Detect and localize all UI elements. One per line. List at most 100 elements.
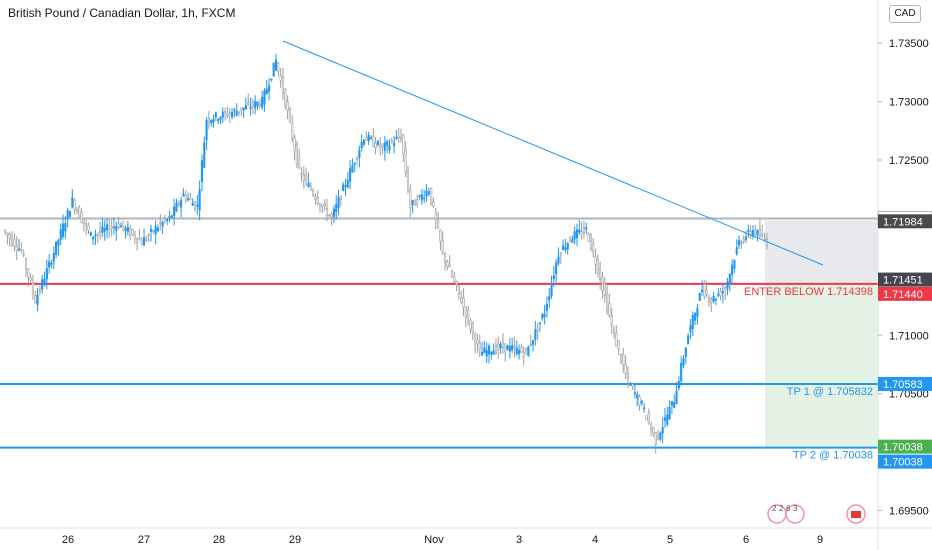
price-badge-label: 1.71984 [883, 216, 923, 228]
candle-body [293, 137, 296, 151]
candle-body [508, 345, 511, 352]
candle-body [284, 89, 287, 107]
candle-body [654, 432, 657, 445]
candle-body [318, 203, 322, 207]
candle-body [393, 142, 396, 147]
price-badge-label: 1.71440 [883, 289, 923, 301]
candle-body [307, 182, 310, 187]
candle-body [589, 234, 592, 250]
candle-body [543, 313, 546, 318]
candle-body [471, 322, 474, 333]
candle-body [738, 240, 741, 246]
candle-body [161, 221, 164, 227]
candle-body [633, 392, 636, 395]
candle-body [423, 197, 426, 200]
candle-body [261, 96, 264, 108]
candle-body [689, 325, 692, 333]
candle-body [395, 137, 398, 139]
candle-body [443, 252, 447, 263]
candle-body [765, 239, 768, 246]
candle-body [126, 227, 129, 232]
price-badge-label: 1.71451 [883, 275, 923, 287]
candle-body [50, 262, 53, 265]
candle-body [92, 236, 95, 240]
candle-body [108, 229, 111, 233]
candle-body [682, 358, 685, 366]
candle-body [233, 109, 236, 112]
candle-body [455, 281, 458, 285]
candle-body [622, 353, 625, 366]
candle-body [476, 339, 479, 344]
candle-body [365, 137, 368, 141]
candle-body [196, 204, 199, 207]
candle-body [645, 415, 648, 421]
candle-body [534, 329, 537, 340]
candle-body [374, 142, 377, 148]
candle-body [640, 401, 643, 404]
candle-body [103, 227, 106, 232]
candle-body [427, 191, 430, 195]
candle-body [710, 299, 713, 303]
candle-body [629, 384, 632, 386]
candle-body [413, 199, 416, 206]
candle-body [744, 236, 748, 240]
candle-body [568, 237, 572, 242]
event-count-label: 2 [779, 504, 784, 513]
candle-body [323, 203, 326, 206]
candle-body [166, 218, 169, 222]
candle-body [43, 279, 46, 286]
candle-body [483, 347, 486, 353]
candle-body [659, 432, 662, 440]
price-tick-label: 1.73500 [889, 38, 929, 50]
time-tick-label: 29 [289, 534, 301, 546]
candle-body [312, 190, 315, 196]
candle-body [494, 345, 498, 354]
candle-body [441, 240, 444, 252]
candle-body [474, 334, 477, 345]
candle-body [582, 227, 586, 233]
candle-body [763, 238, 766, 241]
candle-body [265, 88, 268, 94]
candle-body [751, 230, 755, 236]
candle-body [170, 215, 173, 218]
candle-body [698, 293, 701, 302]
candle-body [38, 289, 41, 292]
candle-body [362, 139, 366, 145]
candle-body [369, 137, 373, 139]
candle-body [94, 234, 97, 237]
candle-body [638, 396, 641, 406]
candle-body [610, 315, 613, 325]
candle-body [258, 104, 261, 107]
candle-body [156, 227, 160, 232]
candlesticks [4, 53, 768, 454]
currency-button[interactable]: CAD [889, 5, 921, 23]
candle-body [404, 149, 407, 173]
candle-body [105, 224, 109, 230]
candle-body [742, 238, 745, 242]
level-annotation: TP 1 @ 1.705832 [787, 386, 873, 398]
candle-body [300, 172, 303, 175]
candle-body [603, 281, 606, 296]
candle-body [487, 345, 491, 355]
candle-body [254, 101, 257, 109]
candle-body [677, 381, 680, 389]
candle-body [696, 308, 699, 317]
candle-body [41, 279, 44, 290]
candle-body [747, 229, 750, 232]
candle-body [580, 231, 583, 235]
candle-body [145, 238, 148, 241]
candle-body [372, 136, 375, 147]
candle-body [122, 221, 125, 228]
candle-body [670, 400, 673, 406]
candle-body [302, 174, 305, 181]
candle-body [61, 223, 65, 237]
candle-body [608, 302, 611, 316]
price-badge-label: 1.70038 [883, 442, 923, 454]
candle-body [420, 194, 423, 201]
candle-body [309, 185, 312, 191]
candle-body [237, 111, 241, 114]
candle-body [573, 231, 576, 240]
candle-body [522, 352, 525, 358]
candle-body [101, 226, 104, 233]
